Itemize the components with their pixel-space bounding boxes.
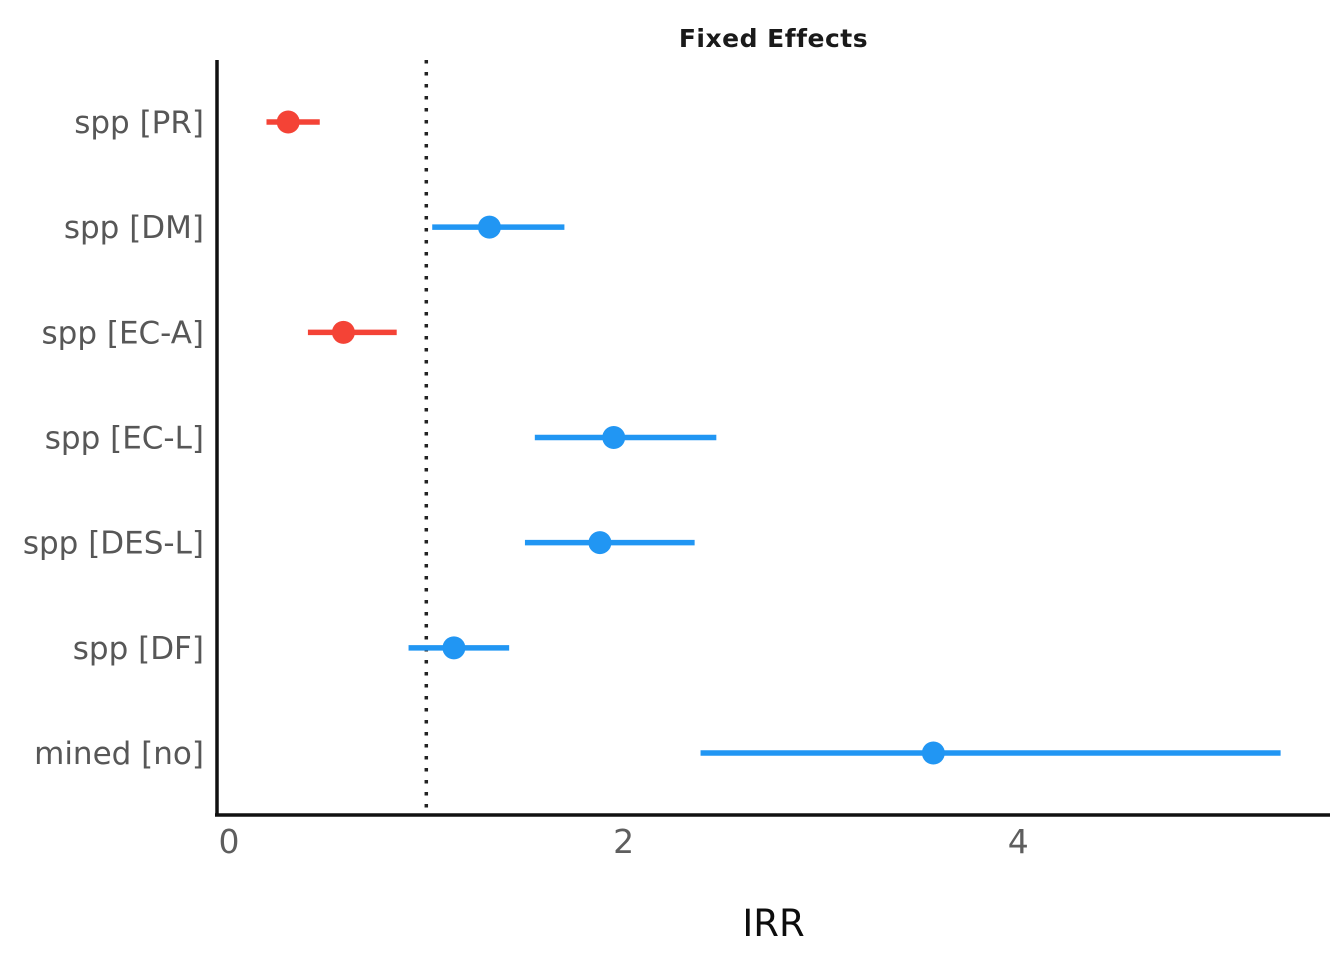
- point-estimate: [477, 215, 501, 239]
- point-estimate: [276, 110, 300, 134]
- point-estimate: [331, 320, 355, 344]
- category-label: spp [EC-A]: [42, 315, 205, 351]
- category-label: spp [DES-L]: [23, 526, 204, 562]
- x-axis-title: IRR: [742, 902, 805, 945]
- point-estimate: [602, 426, 626, 450]
- x-tick-label: 4: [1008, 822, 1029, 861]
- chart-title: Fixed Effects: [678, 24, 869, 53]
- category-label: spp [DF]: [73, 631, 204, 667]
- category-label: spp [PR]: [74, 105, 204, 141]
- x-tick-label: 0: [219, 822, 240, 861]
- point-estimate: [588, 531, 612, 555]
- point-estimate: [442, 636, 466, 660]
- category-label: spp [DM]: [64, 210, 204, 246]
- point-estimate: [921, 741, 945, 765]
- x-tick-label: 2: [613, 822, 634, 861]
- category-label: mined [no]: [34, 736, 204, 772]
- category-label: spp [EC-L]: [45, 421, 204, 457]
